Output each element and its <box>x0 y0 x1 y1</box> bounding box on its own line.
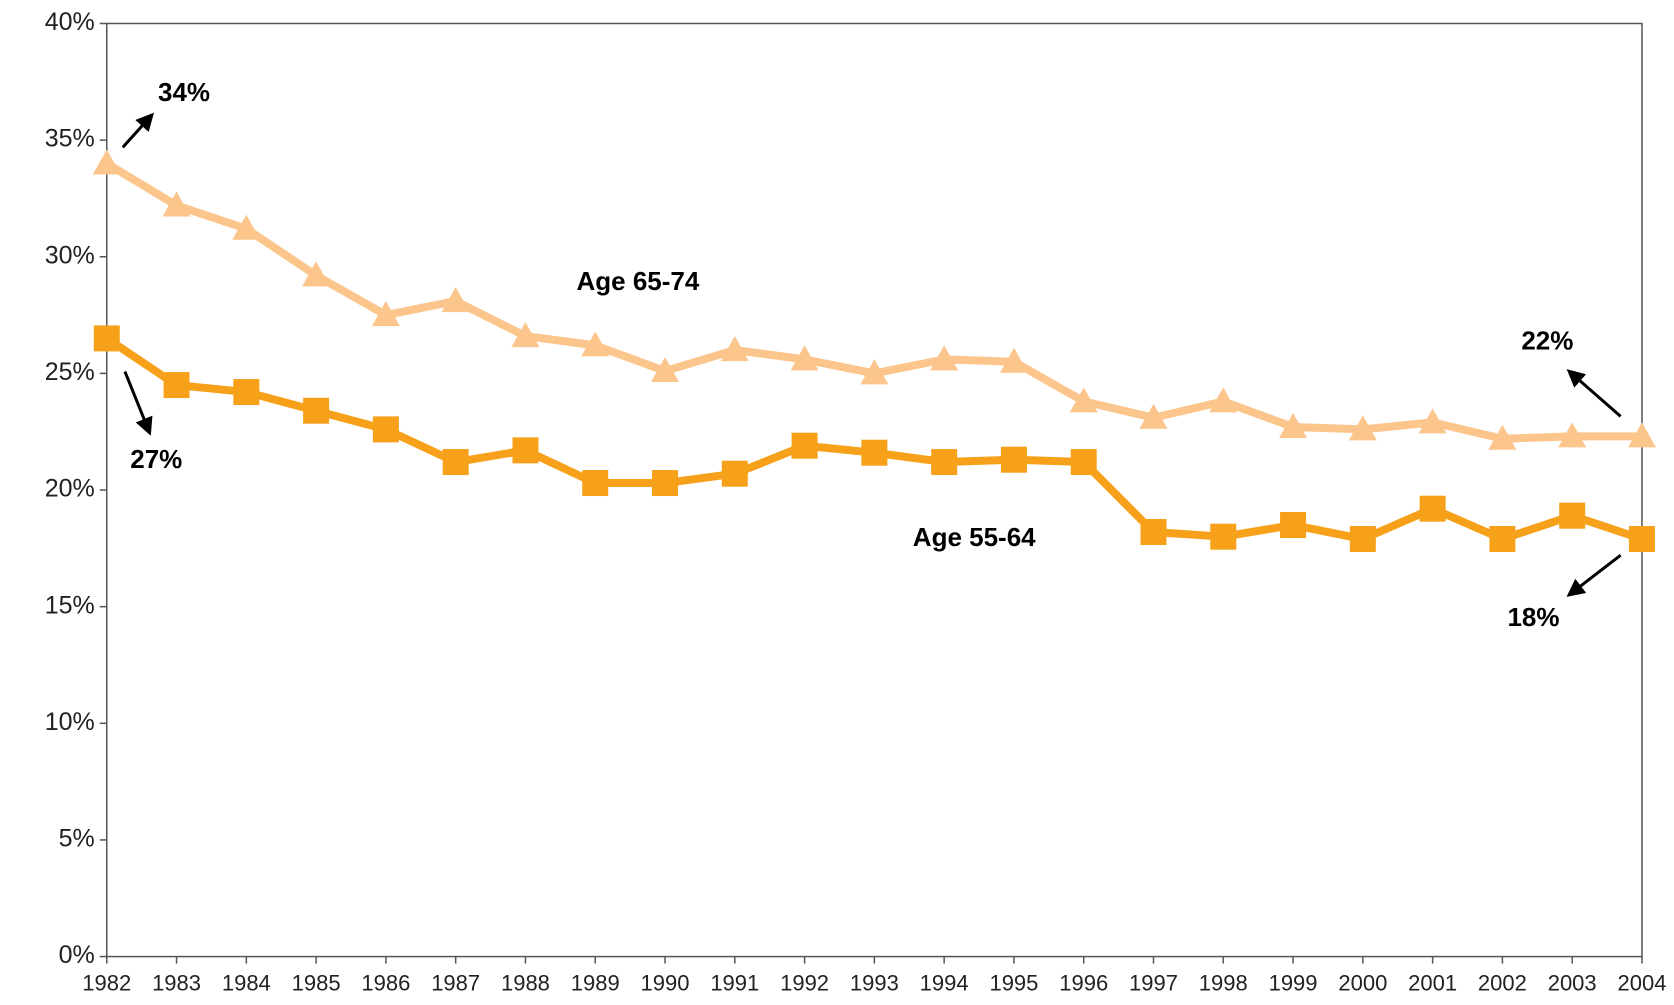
marker <box>721 460 748 487</box>
x-tick-label: 1988 <box>501 970 550 995</box>
marker <box>1419 495 1446 522</box>
marker <box>790 345 819 371</box>
x-tick-label: 2000 <box>1338 970 1387 995</box>
marker <box>441 287 470 313</box>
marker <box>1489 526 1516 553</box>
x-tick-label: 1983 <box>152 970 201 995</box>
marker <box>512 437 539 464</box>
marker <box>1418 408 1447 434</box>
annotation-arrow <box>121 112 155 149</box>
marker <box>93 325 120 352</box>
marker <box>1210 523 1237 550</box>
x-tick-label: 2004 <box>1617 970 1666 995</box>
x-tick-label: 1986 <box>361 970 410 995</box>
annotation: 22% <box>1521 326 1573 356</box>
annotation-arrow <box>1566 553 1622 597</box>
marker <box>303 397 330 424</box>
marker <box>652 470 679 497</box>
marker <box>163 372 190 399</box>
x-tick-label: 1990 <box>641 970 690 995</box>
marker <box>860 359 889 385</box>
x-tick-label: 1999 <box>1269 970 1318 995</box>
y-tick-label: 5% <box>59 825 95 853</box>
x-tick-label: 1995 <box>989 970 1038 995</box>
marker <box>1559 502 1586 529</box>
y-tick-label: 10% <box>45 708 95 736</box>
marker <box>651 357 680 383</box>
annotation: 18% <box>1507 602 1559 632</box>
marker <box>1209 387 1238 413</box>
marker <box>1000 446 1027 473</box>
marker <box>1349 526 1376 553</box>
annotation-arrow <box>1566 369 1622 418</box>
marker <box>1279 413 1308 439</box>
marker <box>232 214 261 240</box>
y-tick-label: 35% <box>45 125 95 153</box>
annotation-arrow <box>123 370 153 436</box>
x-tick-label: 1997 <box>1129 970 1178 995</box>
marker <box>1348 415 1377 441</box>
marker <box>720 336 749 362</box>
y-tick-label: 40% <box>45 8 95 36</box>
y-tick-label: 30% <box>45 241 95 269</box>
x-tick-label: 1989 <box>571 970 620 995</box>
plot-frame <box>106 22 1643 958</box>
x-tick-label: 1991 <box>710 970 759 995</box>
marker <box>999 347 1028 373</box>
marker <box>162 191 191 217</box>
annotation: 27% <box>130 444 182 474</box>
x-tick-label: 1987 <box>431 970 480 995</box>
y-tick-label: 20% <box>45 475 95 503</box>
y-tick-label: 0% <box>59 941 95 969</box>
marker <box>233 379 260 406</box>
marker <box>1627 422 1656 448</box>
marker <box>1139 403 1168 429</box>
x-tick-label: 1996 <box>1059 970 1108 995</box>
marker <box>1140 519 1167 546</box>
x-tick-label: 1998 <box>1199 970 1248 995</box>
marker <box>92 149 121 175</box>
marker <box>1070 449 1097 476</box>
x-tick-label: 1992 <box>780 970 829 995</box>
marker <box>371 301 400 327</box>
marker <box>861 439 888 466</box>
x-tick-label: 1985 <box>292 970 341 995</box>
x-tick-label: 1984 <box>222 970 271 995</box>
marker <box>1628 526 1655 553</box>
series-line <box>104 160 1642 443</box>
x-tick-label: 1993 <box>850 970 899 995</box>
marker <box>372 416 399 443</box>
marker <box>1069 387 1098 413</box>
marker <box>791 432 818 459</box>
series-label: Age 65-74 <box>577 266 700 296</box>
marker <box>1558 422 1587 448</box>
x-tick-label: 2002 <box>1478 970 1527 995</box>
x-tick-label: 2003 <box>1548 970 1597 995</box>
marker <box>930 345 959 371</box>
x-tick-label: 1994 <box>920 970 969 995</box>
marker <box>931 449 958 476</box>
marker <box>1488 424 1517 450</box>
marker <box>302 261 331 287</box>
x-tick-label: 1982 <box>82 970 131 995</box>
marker <box>582 470 609 497</box>
y-tick-label: 15% <box>45 591 95 619</box>
x-tick-label: 2001 <box>1408 970 1457 995</box>
marker <box>442 449 469 476</box>
marker <box>511 322 540 348</box>
marker <box>1280 512 1307 539</box>
y-tick-label: 25% <box>45 358 95 386</box>
series-label: Age 55-64 <box>913 522 1036 552</box>
marker <box>581 331 610 357</box>
annotation: 34% <box>158 77 210 107</box>
